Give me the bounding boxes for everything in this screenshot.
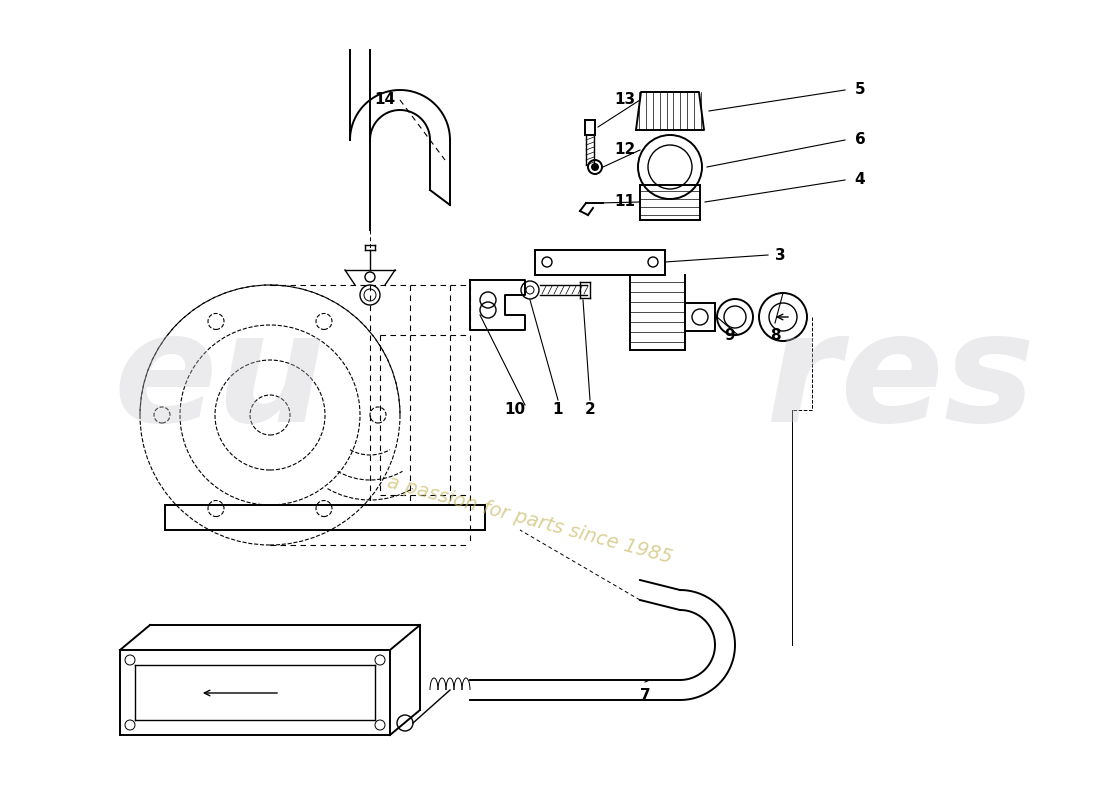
- Text: 8: 8: [770, 327, 780, 342]
- Text: 7: 7: [640, 687, 650, 702]
- Text: res: res: [766, 306, 1035, 454]
- Text: 1: 1: [552, 402, 563, 418]
- Text: 5: 5: [855, 82, 866, 98]
- Text: eu: eu: [113, 306, 327, 454]
- Text: 9: 9: [725, 327, 735, 342]
- Text: a passion for parts since 1985: a passion for parts since 1985: [385, 473, 674, 567]
- Text: 14: 14: [374, 93, 396, 107]
- Text: 2: 2: [584, 402, 595, 418]
- Circle shape: [365, 272, 375, 282]
- Text: 10: 10: [505, 402, 526, 418]
- Text: 3: 3: [774, 247, 785, 262]
- Text: 6: 6: [855, 133, 866, 147]
- Text: 13: 13: [615, 93, 636, 107]
- Text: 4: 4: [855, 173, 866, 187]
- Text: 11: 11: [615, 194, 636, 210]
- Text: 12: 12: [615, 142, 636, 158]
- Circle shape: [592, 164, 598, 170]
